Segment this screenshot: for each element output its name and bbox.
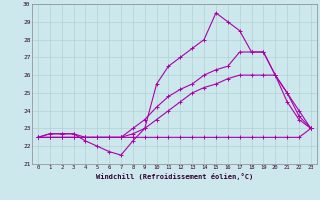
X-axis label: Windchill (Refroidissement éolien,°C): Windchill (Refroidissement éolien,°C) [96, 173, 253, 180]
